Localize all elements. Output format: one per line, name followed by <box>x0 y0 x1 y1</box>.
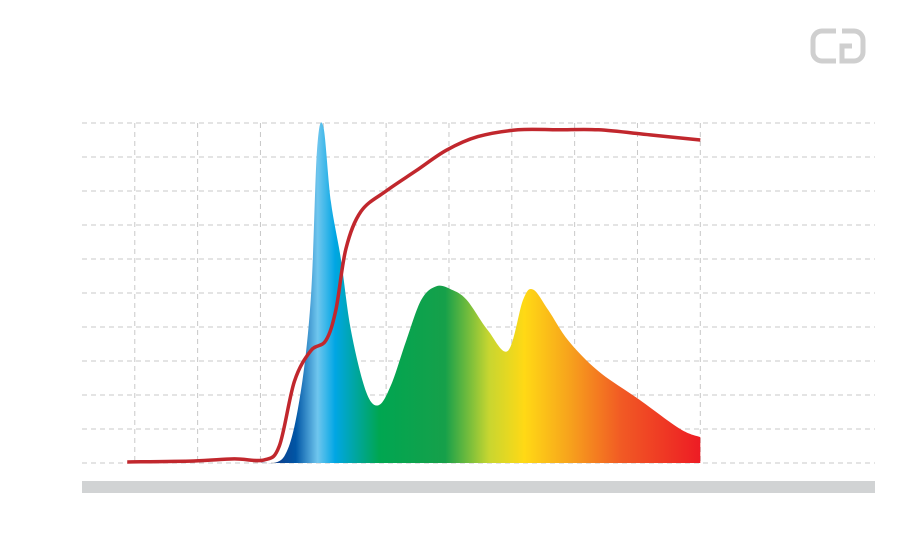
logo <box>810 28 866 64</box>
axis-bar <box>82 481 875 493</box>
spectrum-area <box>260 122 701 464</box>
response-line <box>127 127 701 464</box>
